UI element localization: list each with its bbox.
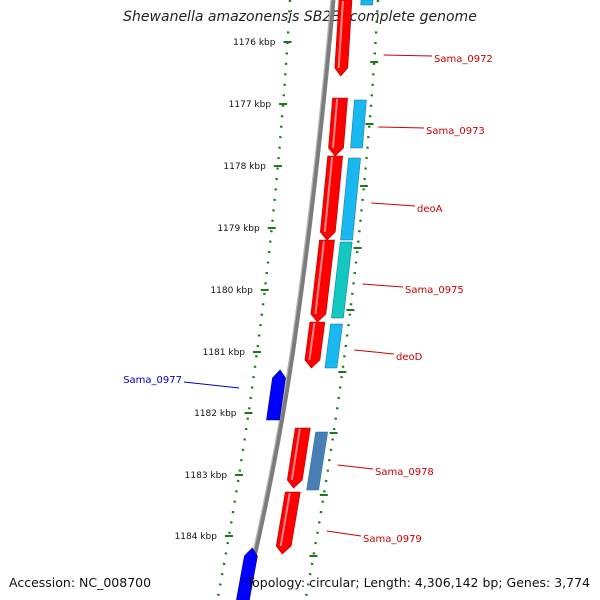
tick-label: 1176 kbp [233,38,276,48]
gene-arrow-sama0973 [328,97,348,157]
leader-line [337,464,374,470]
gene-arrow-sama0978-highlight [290,428,301,481]
tick-label: 1181 kbp [203,348,246,358]
gene-arrow-deoa-highlight [323,156,334,233]
gene-arrow-sama0975-highlight [314,240,325,315]
leader-line [362,283,404,288]
gene-labels: Sama_0972 Sama_0973 deoA Sama_0975 deoD Sama_… [123,54,493,545]
genome-backbone [241,0,336,600]
gene-label: Sama_0977 [123,375,182,386]
leader-line [383,54,433,57]
map-title: Shewanella amazonensis SB2B, complete ge… [123,9,477,25]
leader-line [378,126,425,129]
cds-block-sama0973 [350,99,367,149]
gene-label: Sama_0978 [375,467,434,478]
tick-label: 1178 kbp [223,162,266,172]
gene-arrow-reverse-bottom [236,547,258,600]
gene-arrow-sama0973-highlight [332,98,339,149]
gene-label: deoD [396,352,423,363]
gene-arrow-sama0977 [266,369,286,421]
leader-line [371,202,416,207]
inner-dotted-ring [216,0,292,600]
gene-label: Sama_0973 [426,126,485,137]
gene-label: Sama_0972 [434,54,493,65]
gene-arrow-deod-highlight [308,322,316,361]
leader-line [183,381,240,389]
cds-block-sama0975 [331,241,353,319]
cds-block-top [360,0,374,6]
gene-label: Sama_0979 [363,534,422,545]
tick-label: 1182 kbp [194,409,237,419]
cds-block-deod [324,323,343,369]
feature-blocks [236,0,374,600]
gene-label: deoA [417,204,443,215]
tick-label: 1177 kbp [229,100,272,110]
tick-label: 1180 kbp [210,286,253,296]
gene-arrow-sama0979-highlight [279,492,291,547]
gene-arrow-sama0972-highlight [337,0,344,69]
gene-label: Sama_0975 [405,285,464,296]
gene-arrow-deod [304,321,326,369]
tick-label: 1183 kbp [185,471,228,481]
leader-line [326,530,362,537]
tick-label: 1179 kbp [217,224,260,234]
cds-block-deoa [340,157,361,241]
scale-tick-labels: 1176 kbp 1177 kbp 1178 kbp 1179 kbp 1180 kbp… [175,38,276,542]
genome-backbone-highlight [241,0,332,600]
gene-arrow-sama0972 [334,0,353,77]
genome-summary: Topology: circular; Length: 4,306,142 bp… [246,575,590,590]
scale-ticks [224,41,379,557]
tick-label: 1184 kbp [175,532,218,542]
cds-block-sama0978 [306,431,328,491]
leader-line [354,349,395,355]
accession-label: Accession: NC_008700 [9,575,152,590]
